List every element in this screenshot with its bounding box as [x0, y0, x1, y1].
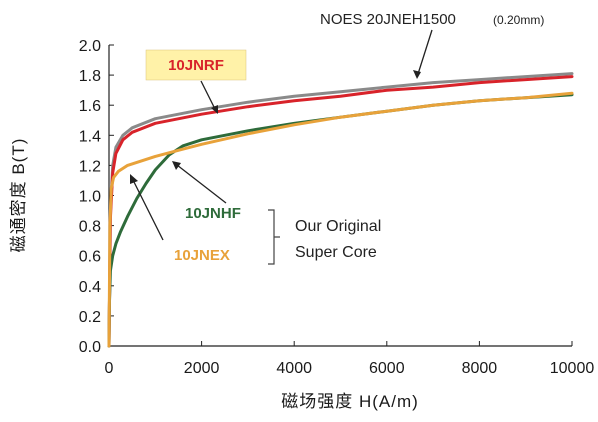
y-tick-label: 2.0: [79, 38, 101, 55]
y-tick-label: 1.0: [79, 189, 101, 206]
x-axis-title: 磁场强度 H(A/m): [281, 392, 419, 411]
rf-label-box: [145, 49, 247, 81]
series-line-10jnrf: [107, 75, 574, 348]
y-tick-label: 1.4: [79, 128, 101, 145]
group-bracket: [268, 209, 280, 265]
group-label-line2: Super Core: [295, 244, 377, 261]
x-tick-label: 2000: [184, 360, 220, 377]
noes-arrow-line: [417, 29, 433, 75]
series-line-noes-20jneh1500: [107, 72, 574, 348]
y-tick-label: 0.6: [79, 249, 101, 266]
noes-arrow-head: [413, 70, 421, 79]
y-tick-label: 0.0: [79, 339, 101, 356]
ex-label: 10JNEX: [174, 247, 230, 264]
group-label-line1: Our Original: [295, 218, 381, 235]
x-tick-label: 8000: [462, 360, 498, 377]
hf-arrow-head: [172, 161, 181, 170]
y-tick-label: 1.6: [79, 98, 101, 115]
x-tick-label: 0: [105, 360, 114, 377]
noes-thickness: (0.20mm): [493, 13, 544, 27]
series-line-10jnex: [107, 91, 574, 348]
y-tick-label: 1.8: [79, 68, 101, 85]
y-tick-label: 1.2: [79, 158, 101, 175]
x-tick-label: 6000: [369, 360, 405, 377]
x-ticks: 0 2000 4000 6000 8000 10000: [105, 341, 595, 377]
x-tick-label: 10000: [550, 360, 595, 377]
y-tick-label: 0.4: [79, 279, 101, 296]
rf-label: 10JNRF: [168, 57, 224, 74]
hf-arrow-line: [176, 164, 227, 204]
rf-arrow-line: [200, 80, 216, 110]
y-tick-label: 0.2: [79, 309, 101, 326]
y-tick-label: 0.8: [79, 219, 101, 236]
x-tick-label: 4000: [276, 360, 312, 377]
y-ticks: 0.0 0.2 0.4 0.6 0.8 1.0 1.2 1.4 1.6 1.8 2.0: [79, 38, 114, 356]
series-layer: [107, 72, 574, 348]
noes-label: NOES 20JNEH1500: [320, 11, 456, 28]
ex-arrow-line: [132, 179, 164, 241]
ex-arrow-head: [130, 174, 138, 184]
y-axis-title: 磁通密度 B(T): [9, 138, 28, 253]
rf-arrow-head: [211, 105, 218, 114]
hf-label: 10JNHF: [185, 205, 241, 222]
